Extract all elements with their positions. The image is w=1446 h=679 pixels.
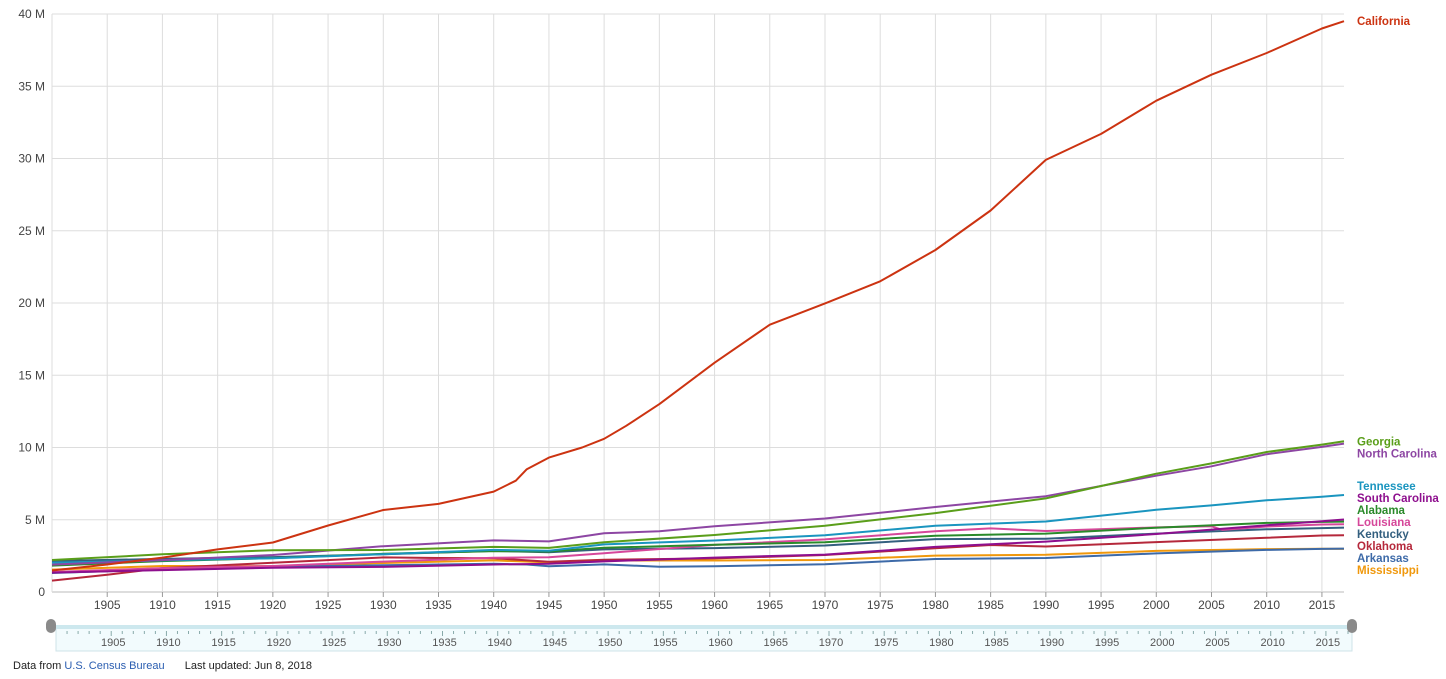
navigator-tick-label: 1995: [1095, 637, 1119, 649]
source-link[interactable]: U.S. Census Bureau: [64, 660, 165, 672]
navigator-tick-label: 2005: [1205, 637, 1229, 649]
x-tick-label: 1985: [977, 598, 1004, 612]
last-updated: Last updated: Jun 8, 2018: [184, 660, 312, 672]
y-tick-label: 25 M: [18, 224, 45, 238]
navigator-tick-label: 1985: [984, 637, 1008, 649]
navigator-tick-label: 1950: [598, 637, 622, 649]
range-navigator[interactable]: 1905 1910 1915 1920 1925 1930 1935 1940 1945 1950…: [46, 619, 1357, 652]
grid-layer: [51, 13, 1344, 593]
x-tick-label: 1945: [536, 598, 563, 612]
y-tick-label: 40 M: [18, 7, 45, 21]
x-tick-label: 1950: [591, 598, 618, 612]
legend-label-mississippi: Mississippi: [1357, 565, 1419, 577]
navigator-tick-label: 1975: [874, 637, 898, 649]
x-tick-label: 1940: [480, 598, 507, 612]
x-tick-label: 1930: [370, 598, 397, 612]
x-tick-label: 2000: [1143, 598, 1170, 612]
x-tick-label: 1910: [149, 598, 176, 612]
legend-label-tennessee: Tennessee: [1357, 481, 1416, 493]
y-tick-label: 5 M: [25, 513, 45, 527]
footer: Data from U.S. Census Bureau Last update…: [13, 660, 312, 672]
x-tick-label: 1925: [315, 598, 342, 612]
x-tick-label: 1970: [812, 598, 839, 612]
navigator-tick-label: 1955: [653, 637, 677, 649]
x-axis: 1905 1910 1915 1920 1925 1930 1935 1940 1945 1950…: [94, 592, 1336, 612]
x-tick-label: 2015: [1309, 598, 1336, 612]
navigator-tick-label: 1960: [708, 637, 732, 649]
navigator-tick-label: 1915: [211, 637, 235, 649]
x-tick-label: 1935: [425, 598, 452, 612]
x-tick-label: 2010: [1253, 598, 1280, 612]
x-tick-label: 1960: [701, 598, 728, 612]
navigator-tick-label: 2000: [1150, 637, 1174, 649]
legend-label-arkansas: Arkansas: [1357, 553, 1409, 565]
navigator-tick-label: 1965: [764, 637, 788, 649]
navigator-tick-label: 1935: [432, 637, 456, 649]
x-tick-label: 1905: [94, 598, 121, 612]
navigator-tick-label: 1905: [101, 637, 125, 649]
y-tick-label: 10 M: [18, 441, 45, 455]
series-line-louisiana[interactable]: [51, 523, 1345, 573]
x-tick-label: 1920: [260, 598, 287, 612]
navigator-tick-label: 1945: [543, 637, 567, 649]
navigator-tick-label: 1970: [819, 637, 843, 649]
legend-label-louisiana: Louisiana: [1357, 517, 1411, 529]
legend-label-kentucky: Kentucky: [1357, 529, 1409, 541]
x-tick-label: 1995: [1088, 598, 1115, 612]
navigator-tick-label: 1980: [929, 637, 953, 649]
navigator-selection-bar[interactable]: [56, 625, 1352, 629]
legend-label-georgia: Georgia: [1357, 436, 1401, 448]
x-tick-label: 1990: [1032, 598, 1059, 612]
x-tick-label: 1915: [204, 598, 231, 612]
navigator-tick-label: 1940: [487, 637, 511, 649]
y-tick-label: 15 M: [18, 368, 45, 382]
series-lines: [51, 20, 1345, 582]
series-line-tennessee[interactable]: [51, 494, 1345, 564]
legend-label-oklahoma: Oklahoma: [1357, 541, 1413, 553]
series-line-arkansas[interactable]: [51, 547, 1345, 574]
navigator-tick-label: 1920: [267, 637, 291, 649]
source-prefix: Data from: [13, 660, 62, 672]
legend-label-north-carolina: North Carolina: [1357, 448, 1437, 460]
x-tick-label: 1955: [646, 598, 673, 612]
legend-label-california: California: [1357, 16, 1411, 28]
navigator-tick-label: 1925: [322, 637, 346, 649]
navigator-right-handle[interactable]: [1347, 619, 1357, 633]
series-line-south-carolina[interactable]: [51, 518, 1345, 574]
legend-label-south-carolina: South Carolina: [1357, 493, 1439, 505]
navigator-tick-label: 2015: [1316, 637, 1340, 649]
y-tick-label: 20 M: [18, 296, 45, 310]
x-tick-label: 1975: [867, 598, 894, 612]
navigator-tick-label: 1930: [377, 637, 401, 649]
navigator-tick-label: 2010: [1260, 637, 1284, 649]
navigator-tick-label: 1990: [1040, 637, 1064, 649]
y-tick-label: 30 M: [18, 152, 45, 166]
navigator-track[interactable]: [55, 625, 1353, 652]
navigator-tick-label: 1910: [156, 637, 180, 649]
navigator-left-handle[interactable]: [46, 619, 56, 633]
x-tick-label: 1965: [756, 598, 783, 612]
y-tick-label: 35 M: [18, 79, 45, 93]
legend-label-alabama: Alabama: [1357, 505, 1406, 517]
series-line-georgia[interactable]: [51, 440, 1345, 561]
y-tick-label: 0: [38, 585, 45, 599]
x-tick-label: 2005: [1198, 598, 1225, 612]
y-axis: 0 5 M 10 M 15 M 20 M 25 M 30 M 35 M 40 M: [18, 7, 45, 599]
x-tick-label: 1980: [922, 598, 949, 612]
series-line-california[interactable]: [51, 20, 1345, 572]
